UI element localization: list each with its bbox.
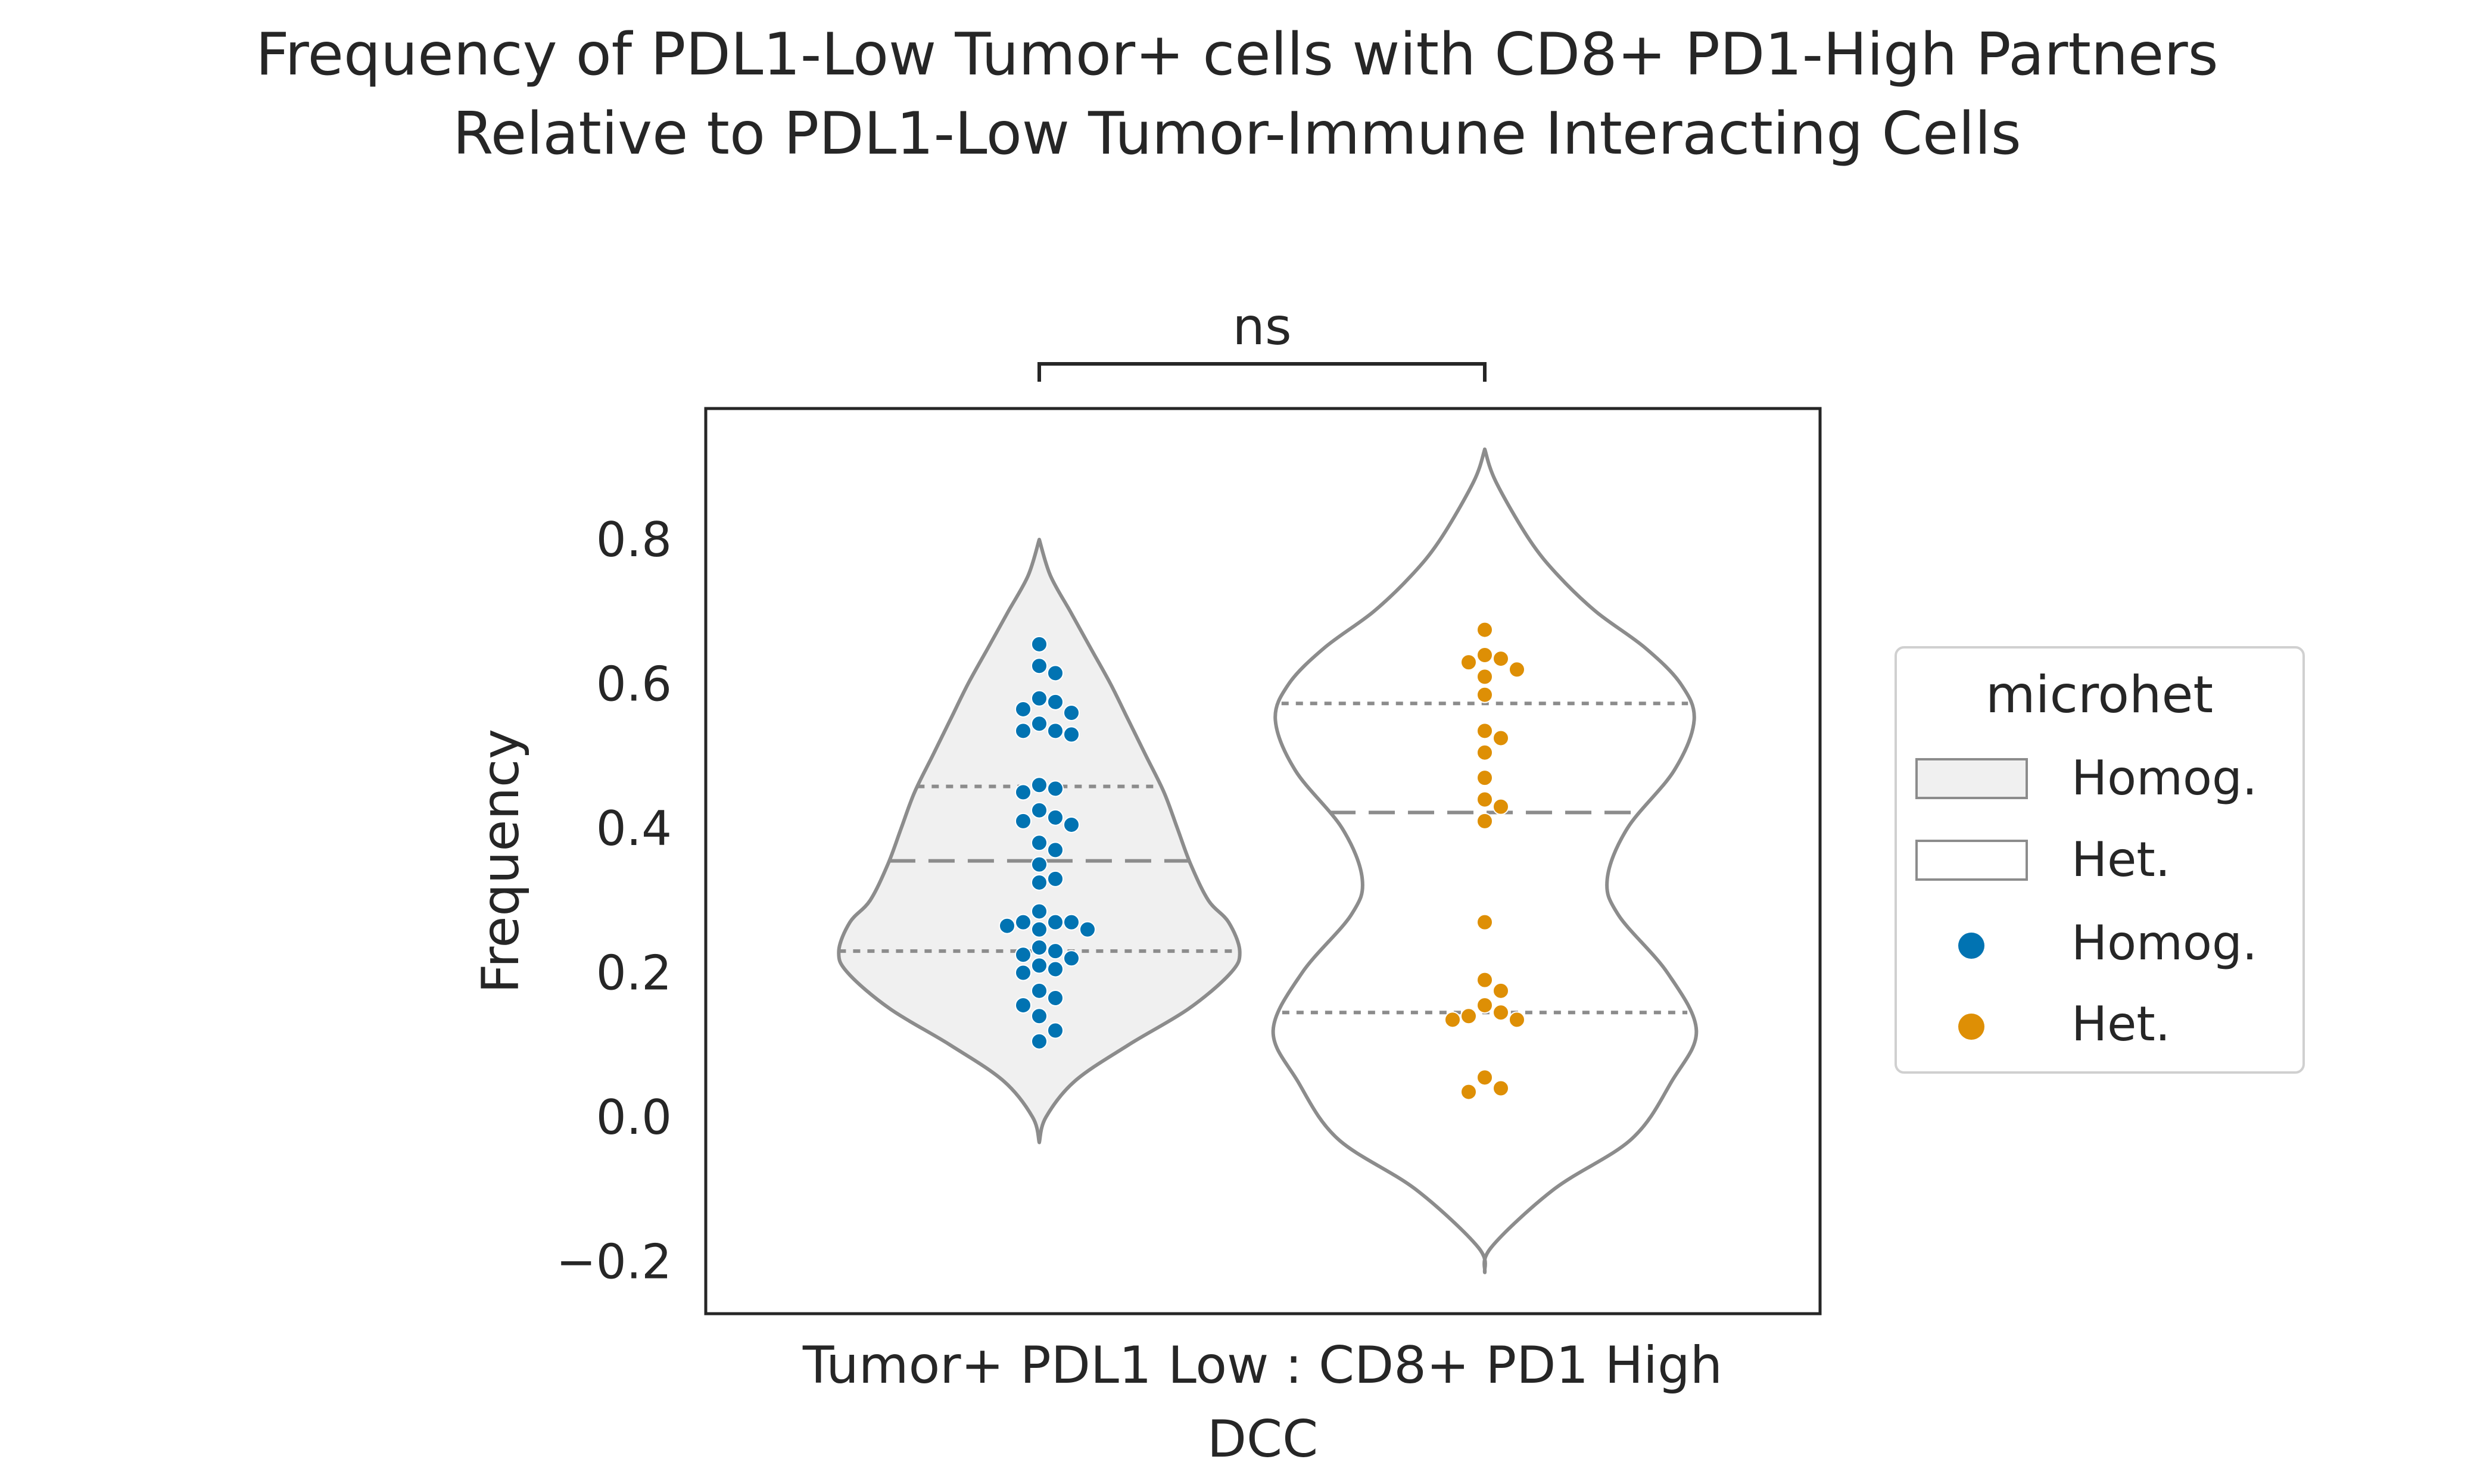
y-axis-ticks: −0.2 0.0 0.2 0.4 0.6 0.8 <box>556 512 672 1290</box>
data-point-homog <box>1047 665 1064 682</box>
data-point-homog <box>1015 964 1032 981</box>
y-tick-label: 0.0 <box>596 1090 672 1145</box>
data-point-homog <box>1063 704 1080 721</box>
data-point-homog <box>1031 657 1048 675</box>
data-point-het <box>1492 1004 1509 1021</box>
data-point-homog <box>1063 816 1080 833</box>
axes-frame <box>704 407 1822 1315</box>
data-point-homog <box>1047 961 1064 978</box>
legend-label-het-violin: Het. <box>2071 832 2170 887</box>
data-point-homog <box>1047 1022 1064 1039</box>
legend-marker-het-points <box>1958 1014 1984 1040</box>
y-tick-label: 0.4 <box>596 801 672 856</box>
data-point-homog <box>1015 997 1032 1014</box>
data-point-homog <box>1031 903 1048 920</box>
legend-label-het-points: Het. <box>2071 996 2170 1052</box>
significance-label: ns <box>1232 297 1291 357</box>
data-point-het <box>1476 686 1493 703</box>
data-point-homog <box>1047 841 1064 859</box>
data-point-homog <box>1047 722 1064 740</box>
data-point-het <box>1476 812 1493 830</box>
data-point-homog <box>1047 914 1064 931</box>
data-point-homog <box>1031 957 1048 974</box>
data-point-homog <box>1031 1033 1048 1050</box>
data-point-homog <box>1031 856 1048 873</box>
data-point-homog <box>1047 870 1064 887</box>
data-point-homog <box>1031 635 1048 653</box>
legend-box <box>1895 646 2305 1074</box>
chart-title-line-2: Relative to PDL1-Low Tumor-Immune Intera… <box>453 100 2021 168</box>
data-point-homog <box>1063 950 1080 967</box>
x-axis-title: DCC <box>1207 1410 1318 1469</box>
data-point-het <box>1492 982 1509 999</box>
data-point-homog <box>1031 802 1048 819</box>
data-point-het <box>1476 997 1493 1014</box>
y-tick-label: 0.6 <box>596 657 672 712</box>
legend-label-homog-points: Homog. <box>2071 915 2257 971</box>
violin-body-het <box>1271 447 1699 1274</box>
data-point-homog <box>1047 943 1064 960</box>
data-point-het <box>1509 661 1525 678</box>
data-point-het <box>1476 722 1493 740</box>
legend-title: microhet <box>1986 665 2213 725</box>
y-axis-label: Frequency <box>471 729 531 993</box>
y-tick-label: −0.2 <box>556 1234 672 1290</box>
data-point-homog <box>1031 1008 1048 1025</box>
data-point-homog <box>1031 777 1048 794</box>
data-point-het <box>1492 1080 1509 1097</box>
data-point-homog <box>1031 982 1048 999</box>
data-point-homog <box>1031 834 1048 852</box>
data-point-het <box>1444 1011 1461 1028</box>
data-point-homog <box>1063 726 1080 743</box>
data-point-het <box>1476 647 1493 663</box>
chart-title-line-1: Frequency of PDL1-Low Tumor+ cells with … <box>255 21 2218 89</box>
y-tick-label: 0.8 <box>596 512 672 568</box>
data-point-het <box>1509 1011 1525 1028</box>
significance-bracket <box>1037 362 1487 382</box>
data-point-homog <box>1047 809 1064 826</box>
legend-marker-homog-points <box>1958 933 1984 959</box>
data-point-het <box>1476 971 1493 989</box>
data-point-het <box>1476 914 1493 931</box>
data-point-het <box>1476 791 1493 808</box>
data-point-homog <box>1079 921 1096 938</box>
data-point-homog <box>1047 693 1064 710</box>
data-point-het <box>1476 1069 1493 1086</box>
data-point-het <box>1476 621 1493 638</box>
data-point-het <box>1492 729 1509 747</box>
data-point-homog <box>1015 700 1032 718</box>
data-point-homog <box>1063 914 1080 931</box>
data-point-het <box>1476 769 1493 787</box>
data-point-homog <box>1047 989 1064 1006</box>
data-point-homog <box>1031 715 1048 732</box>
data-point-homog <box>1015 946 1032 964</box>
y-tick-label: 0.2 <box>596 946 672 1001</box>
data-point-het <box>1476 744 1493 761</box>
data-point-het <box>1476 668 1493 685</box>
data-point-het <box>1460 1008 1477 1025</box>
data-point-homog <box>1031 921 1048 938</box>
data-point-homog <box>1015 812 1032 830</box>
data-point-homog <box>1031 690 1048 707</box>
data-point-homog <box>1047 780 1064 797</box>
legend: microhet Homog. Het. Homog. Het. <box>1895 646 2305 1074</box>
data-point-homog <box>1015 914 1032 931</box>
legend-swatch-homog-violin <box>1915 758 2028 799</box>
data-point-homog <box>1015 784 1032 801</box>
data-point-homog <box>999 917 1015 934</box>
legend-label-homog-violin: Homog. <box>2071 750 2257 806</box>
legend-swatch-het-violin <box>1915 840 2028 881</box>
plot-area <box>837 447 1699 1274</box>
data-point-het <box>1460 654 1477 671</box>
data-point-homog <box>1031 939 1048 956</box>
x-axis-category-label: Tumor+ PDL1 Low : CD8+ PD1 High <box>802 1336 1722 1395</box>
data-point-homog <box>1015 722 1032 740</box>
data-point-het <box>1492 798 1509 815</box>
data-point-homog <box>1031 874 1048 891</box>
data-point-het <box>1492 650 1509 668</box>
data-point-het <box>1460 1083 1477 1100</box>
